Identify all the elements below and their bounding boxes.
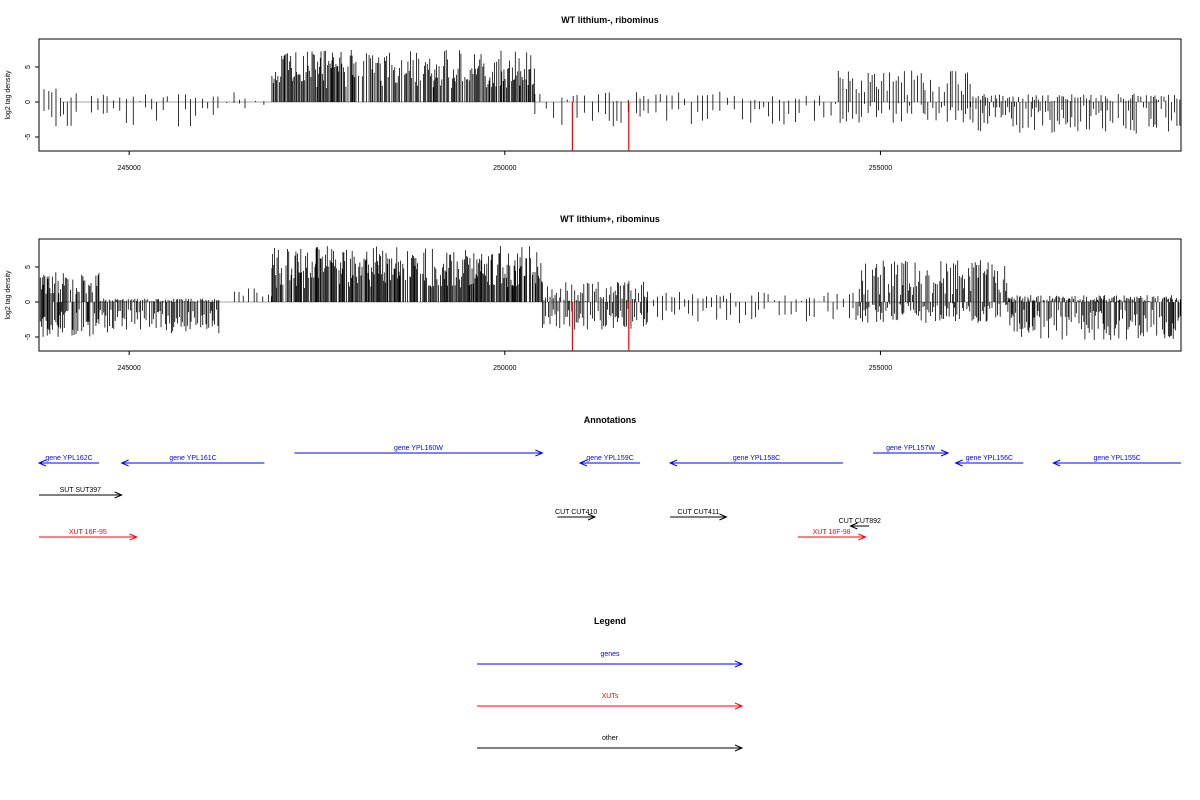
arrow-head (734, 660, 744, 668)
coverage-panel-lithium-minus: WT lithium-, ribominus log2 tag density -5… (5, 15, 1182, 172)
feature-label: gene YPL162C (45, 455, 92, 462)
annotations-title: Annotations (584, 415, 637, 425)
y-tick-label: 0 (25, 100, 32, 104)
arrow-head (587, 513, 597, 521)
arrow-head (114, 491, 123, 499)
y-tick-label: -5 (25, 134, 32, 140)
y-tick-label: 0 (25, 300, 32, 304)
panel-title: WT lithium-, ribominus (561, 15, 659, 25)
legend: Legend genes XUTs other (477, 616, 744, 752)
feature-label: gene YPL158C (733, 455, 780, 462)
feature-label: gene YPL157W (886, 445, 935, 452)
arrow-head (954, 459, 963, 467)
legend-label: genes (600, 651, 620, 658)
arrow-head (535, 449, 544, 457)
feature-label: SUT SUT397 (60, 487, 102, 494)
arrow-head (719, 513, 728, 521)
y-tick-label: 5 (25, 65, 32, 69)
legend-title: Legend (594, 616, 626, 626)
x-tick-label: 245000 (117, 165, 140, 172)
coverage-panel-lithium-plus: WT lithium+, ribominus log2 tag density -5… (5, 214, 1182, 372)
feature-label: CUT CUT411 (677, 509, 719, 516)
panel-title: WT lithium+, ribominus (560, 214, 660, 224)
legend-label: XUTs (602, 693, 619, 700)
y-tick-label: -5 (25, 334, 32, 340)
feature-label: CUT CUT892 (839, 518, 881, 525)
arrow-head (734, 702, 744, 710)
feature-label: CUT CUT410 (555, 509, 597, 516)
arrow-head (120, 459, 129, 467)
feature-label: gene YPL161C (169, 455, 216, 462)
annotation-track: Annotations gene YPL162C gene YPL161C gene… (37, 415, 1181, 541)
arrow-head (734, 744, 744, 752)
arrow-head (578, 459, 588, 467)
feature-label: XUT 16F-95 (69, 529, 107, 536)
plot-frame (38, 38, 1182, 152)
feature-label: gene YPL155C (1093, 455, 1140, 462)
feature-label: gene YPL159C (586, 455, 633, 462)
arrow-head (849, 522, 858, 530)
y-tick-label: 5 (25, 265, 32, 269)
x-tick-label: 250000 (493, 365, 516, 372)
arrow-head (129, 533, 138, 541)
feature-label: gene YPL156C (966, 455, 1013, 462)
feature-label: gene YPL160W (394, 445, 443, 452)
x-tick-label: 255000 (869, 165, 892, 172)
arrow-head (668, 459, 678, 467)
x-tick-label: 250000 (493, 165, 516, 172)
legend-label: other (602, 735, 619, 742)
arrow-head (858, 533, 867, 541)
x-tick-label: 245000 (117, 365, 140, 372)
arrow-head (1052, 459, 1061, 467)
y-axis-label: log2 tag density (5, 270, 12, 320)
arrow-head (37, 459, 47, 467)
y-axis-label: log2 tag density (5, 70, 12, 120)
x-tick-label: 255000 (869, 365, 892, 372)
feature-label: XUT 16F-98 (813, 529, 851, 536)
arrow-head (940, 449, 950, 457)
